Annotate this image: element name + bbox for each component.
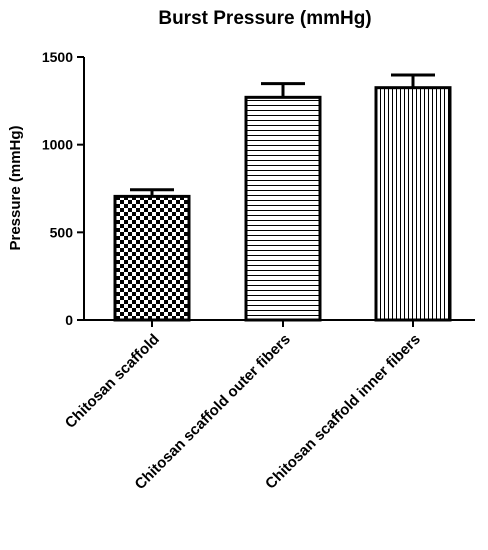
bars-group bbox=[113, 73, 452, 322]
chart-title: Burst Pressure (mmHg) bbox=[158, 8, 371, 29]
y-tick-label: 1500 bbox=[42, 49, 73, 65]
y-tick-label: 500 bbox=[50, 224, 74, 240]
bar bbox=[113, 194, 191, 322]
x-tick-label: Chitosan scaffold bbox=[62, 331, 163, 432]
y-tick-label: 0 bbox=[65, 312, 73, 328]
bar bbox=[244, 95, 322, 322]
bar bbox=[374, 86, 452, 322]
y-axis-ticks: 0 500 1000 1500 bbox=[42, 49, 84, 328]
x-tick-label: Chitosan scaffold outer fibers bbox=[132, 331, 294, 493]
x-tick-label: Chitosan scaffold inner fibers bbox=[262, 331, 424, 493]
y-tick-label: 1000 bbox=[42, 137, 73, 153]
y-axis-label: Pressure (mmHg) bbox=[7, 125, 24, 250]
